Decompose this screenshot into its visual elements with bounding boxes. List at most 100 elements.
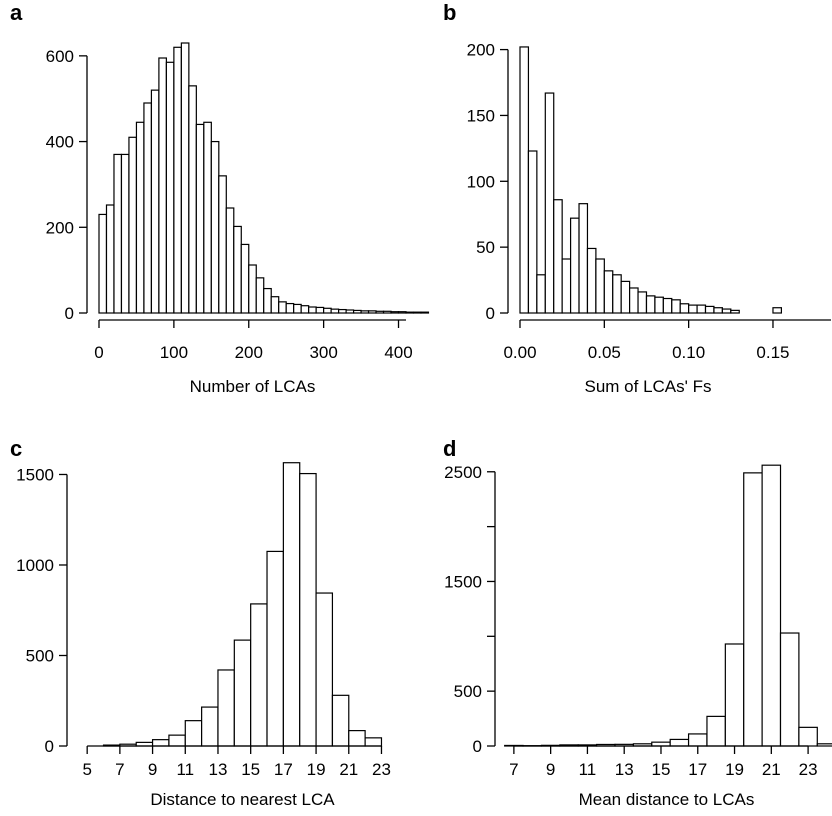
histogram-bar — [282, 462, 301, 747]
y-axis: 0 500 1000 1500 — [16, 465, 68, 756]
histogram-bar — [165, 61, 175, 314]
x-tick-label: 0.10 — [672, 343, 705, 362]
histogram-bar — [128, 136, 138, 314]
histogram-bar — [375, 310, 385, 314]
histogram-bar — [299, 472, 317, 747]
histogram-bar — [798, 726, 818, 747]
histogram-bar — [536, 274, 546, 314]
y-tick-label: 0 — [486, 304, 495, 323]
y-tick-label: 500 — [454, 682, 482, 701]
histogram-bar — [217, 669, 235, 747]
x-tick-label: 100 — [160, 343, 188, 362]
histogram-bar — [687, 733, 708, 747]
bars — [102, 462, 383, 747]
x-axis: 0.00 0.05 0.10 0.15 — [503, 319, 831, 362]
histogram-bar — [420, 311, 430, 314]
histogram-bar — [240, 243, 250, 314]
y-tick-label: 50 — [476, 238, 495, 257]
histogram-bar — [218, 175, 227, 314]
histogram-bar — [180, 42, 190, 314]
x-axis: 7 9 11 13 15 17 19 21 23 — [509, 745, 818, 779]
histogram-bar — [586, 247, 597, 314]
histogram-bar — [382, 310, 392, 314]
histogram-bar — [315, 592, 334, 747]
bars — [504, 464, 832, 747]
x-axis-label: Distance to nearest LCA — [150, 790, 335, 809]
histogram-bar — [364, 737, 383, 747]
y-axis: 0 200 400 600 — [46, 47, 88, 323]
panel-b: b 0 50 100 150 200 0.00 0.05 0.10 0.15 Sum of LCAs… — [443, 0, 831, 396]
histogram-bar — [637, 291, 648, 314]
y-axis: 0 50 100 150 200 — [467, 41, 509, 323]
bars — [98, 42, 430, 314]
y-tick-label: 2500 — [444, 463, 482, 482]
histogram-bar — [397, 311, 407, 314]
x-tick-label: 15 — [241, 760, 260, 779]
y-tick-label: 500 — [26, 646, 54, 665]
histogram-bar — [629, 287, 639, 314]
histogram-bar — [195, 123, 205, 314]
histogram-bar — [352, 309, 362, 314]
x-tick-label: 17 — [274, 760, 293, 779]
panel-letter: b — [443, 0, 456, 25]
x-tick-label: 13 — [615, 760, 634, 779]
histogram-bar — [225, 207, 235, 314]
histogram-bar — [706, 715, 726, 747]
histogram-bar — [338, 308, 347, 314]
histogram-bar — [266, 550, 284, 747]
y-tick-label: 400 — [46, 133, 74, 152]
histogram-bar — [779, 632, 800, 747]
y-tick-label: 1000 — [16, 556, 54, 575]
histogram-bar — [595, 258, 605, 314]
y-tick-label: 200 — [46, 218, 74, 237]
histogram-bar — [250, 603, 268, 747]
histogram-bar — [688, 304, 698, 314]
histogram-bar — [188, 85, 197, 314]
histogram-bar — [201, 706, 219, 747]
histogram-bar — [724, 643, 745, 747]
histogram-bar — [654, 296, 664, 314]
histogram-bar — [255, 277, 265, 314]
histogram-bar — [113, 153, 123, 314]
histogram-bar — [150, 89, 160, 314]
histogram-bar — [184, 720, 203, 747]
histogram-bar — [713, 307, 723, 314]
x-tick-label: 11 — [176, 760, 194, 779]
histogram-bar — [612, 274, 622, 314]
histogram-bar — [331, 694, 350, 747]
histogram-bar — [561, 258, 572, 314]
histogram-bar — [743, 472, 763, 747]
histogram-bar — [569, 217, 580, 314]
x-tick-label: 400 — [384, 343, 412, 362]
histogram-bar — [544, 92, 555, 314]
y-tick-label: 0 — [45, 737, 54, 756]
x-axis: 5 7 9 11 13 15 17 19 21 23 — [82, 745, 391, 779]
histogram-bar — [135, 121, 145, 314]
histogram-bar — [120, 153, 130, 314]
histogram-bar — [645, 295, 656, 314]
histogram-bar — [143, 102, 153, 314]
histogram-bar — [285, 302, 295, 314]
histogram-bar — [816, 743, 832, 747]
histogram-bar — [772, 307, 782, 314]
x-tick-label: 7 — [115, 760, 124, 779]
histogram-bar — [263, 287, 272, 314]
y-tick-label: 600 — [46, 47, 74, 66]
histogram-bar — [662, 297, 673, 314]
y-tick-label: 150 — [467, 106, 495, 125]
histogram-bar — [330, 308, 340, 314]
histogram-bar — [730, 309, 740, 314]
y-tick-label: 1500 — [444, 572, 482, 591]
x-tick-label: 7 — [509, 760, 518, 779]
x-tick-label: 5 — [82, 760, 91, 779]
x-tick-label: 0.05 — [588, 343, 621, 362]
histogram-bar — [210, 140, 220, 314]
histogram-bar — [348, 730, 366, 747]
panel-d: d 0 500 1500 2500 7 9 11 13 15 17 19 21 23 Mean distan… — [443, 436, 832, 809]
x-tick-label: 200 — [235, 343, 263, 362]
x-tick-label: 13 — [209, 760, 228, 779]
histogram-bar — [151, 739, 170, 747]
panel-letter: a — [10, 0, 23, 25]
histogram-bar — [367, 310, 377, 314]
x-tick-label: 23 — [372, 760, 391, 779]
